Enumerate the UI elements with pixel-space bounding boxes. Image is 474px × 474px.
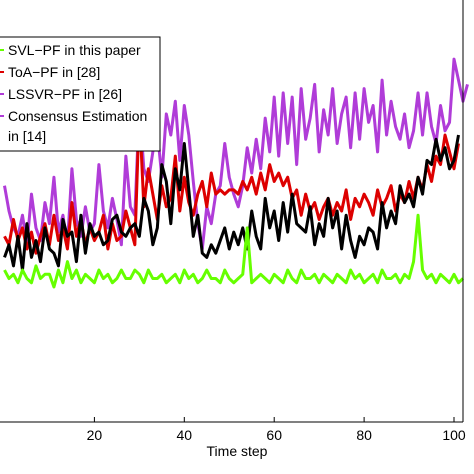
axes-layer: 20 40 60 80 100 Time step	[0, 0, 466, 459]
legend-label-toa-pf: ToA−PF in [28]	[8, 64, 100, 80]
legend-label-consensus-cont: in [14]	[8, 128, 46, 144]
series-layer	[3, 57, 469, 289]
legend-label-lssvr-pf: LSSVR−PF in [26]	[8, 86, 122, 102]
legend-box	[0, 36, 161, 152]
x-tick-label: 20	[87, 427, 103, 443]
series-line-consensus	[3, 134, 460, 272]
legend-label-svl-pf: SVL−PF in this paper	[8, 42, 141, 58]
x-tick-label: 40	[177, 427, 193, 443]
x-axis-label: Time step	[207, 443, 268, 459]
series-line-svl-pf	[3, 213, 465, 289]
legend-label-consensus: Consensus Estimation	[8, 108, 147, 124]
legend: SVL−PF in this paper ToA−PF in [28] LSSV…	[0, 36, 161, 152]
x-tick-label: 60	[266, 427, 282, 443]
x-ticks: 20 40 60 80 100	[87, 417, 466, 443]
x-tick-label: 100	[442, 427, 466, 443]
x-tick-label: 80	[356, 427, 372, 443]
